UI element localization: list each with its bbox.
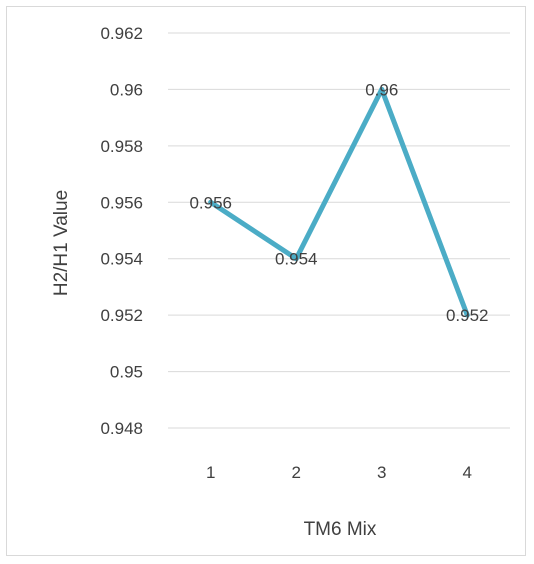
data-labels: 0.956 0.954 0.96 0.952 (189, 80, 488, 325)
chart-frame (6, 6, 526, 556)
y-tick-label: 0.96 (110, 80, 143, 99)
x-tick-label: 1 (206, 463, 215, 482)
data-label: 0.954 (275, 250, 318, 269)
y-tick-label: 0.95 (110, 363, 143, 382)
series (208, 86, 470, 318)
x-tick-label: 4 (463, 463, 472, 482)
data-point (293, 256, 299, 262)
y-tick-label: 0.954 (100, 250, 143, 269)
data-point (379, 86, 385, 92)
y-tick-label: 0.952 (100, 306, 143, 325)
y-axis-label: H2/H1 Value (51, 190, 72, 296)
x-axis-label: TM6 Mix (304, 519, 377, 540)
data-point (464, 312, 470, 318)
series-line (208, 86, 470, 318)
x-axis-ticks: 1 2 3 4 (206, 463, 472, 482)
data-label: 0.96 (365, 80, 398, 99)
y-tick-label: 0.958 (100, 137, 143, 156)
y-axis-ticks: 0.948 0.95 0.952 0.954 0.956 0.958 0.96 0.962 (100, 24, 143, 438)
y-tick-label: 0.948 (100, 419, 143, 438)
y-tick-label: 0.962 (100, 24, 143, 43)
x-tick-label: 2 (292, 463, 301, 482)
y-tick-label: 0.956 (100, 193, 143, 212)
data-label: 0.956 (189, 193, 232, 212)
data-point (208, 199, 214, 205)
gridlines (168, 32, 510, 429)
data-label: 0.952 (446, 306, 489, 325)
x-tick-label: 3 (377, 463, 386, 482)
